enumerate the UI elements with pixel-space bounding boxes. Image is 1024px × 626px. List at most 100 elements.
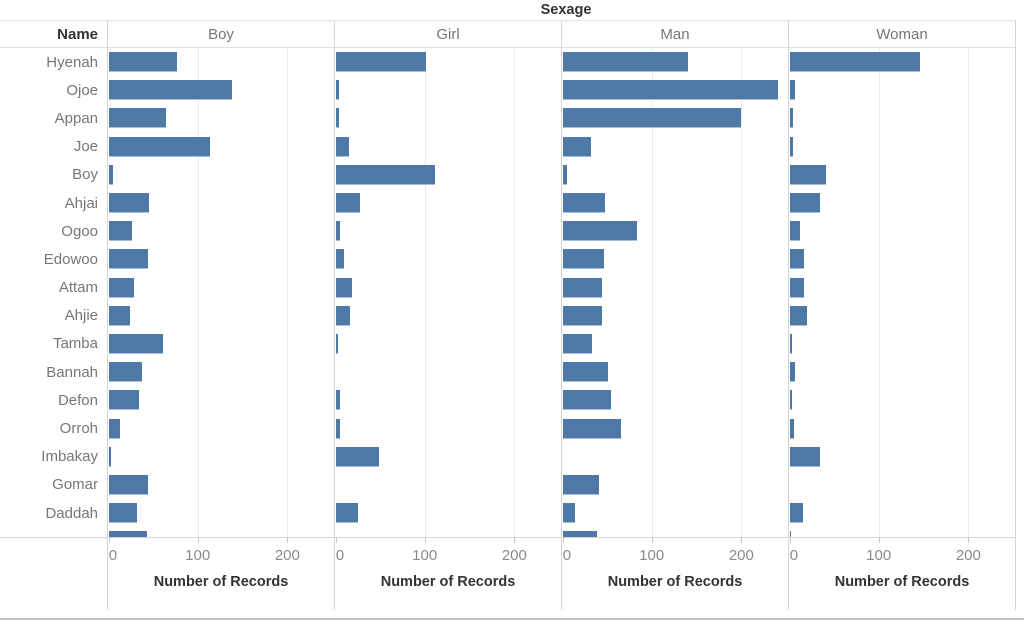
bar[interactable]	[790, 446, 820, 467]
row-label[interactable]: Tamba	[52, 335, 98, 353]
bar-row	[108, 358, 334, 386]
bar[interactable]	[336, 52, 426, 73]
bar[interactable]	[790, 193, 820, 214]
bar[interactable]	[790, 136, 793, 157]
name-column-header[interactable]: Name	[0, 21, 107, 48]
bar[interactable]	[563, 52, 688, 73]
row-label[interactable]: Appan	[54, 109, 98, 127]
bar[interactable]	[109, 52, 178, 73]
bar-row	[108, 274, 334, 302]
panel-man-header[interactable]: Man	[562, 21, 788, 48]
bar-row	[108, 414, 334, 442]
bar[interactable]	[563, 333, 592, 354]
bar[interactable]	[563, 80, 779, 101]
bar[interactable]	[790, 249, 805, 270]
panel-girl-header[interactable]: Girl	[335, 21, 561, 48]
row-label[interactable]: Ahjai	[64, 194, 98, 212]
bar[interactable]	[109, 474, 149, 495]
row-label[interactable]: Joe	[73, 138, 98, 156]
bar[interactable]	[336, 221, 341, 242]
row-label[interactable]: Defon	[57, 391, 98, 409]
bar[interactable]	[563, 221, 637, 242]
bar[interactable]	[563, 503, 575, 524]
bar[interactable]	[336, 136, 349, 157]
bar[interactable]	[336, 277, 353, 298]
bar[interactable]	[563, 249, 605, 270]
row-label[interactable]: Attam	[58, 279, 98, 297]
row-label[interactable]: Gomar	[52, 476, 98, 494]
row-label[interactable]: Edowoo	[43, 250, 98, 268]
bar[interactable]	[790, 221, 800, 242]
bar[interactable]	[790, 305, 808, 326]
panel-woman-axis: Number of Records 0 100 200	[789, 538, 1015, 610]
bar[interactable]	[109, 305, 130, 326]
row-label[interactable]: Orroh	[59, 420, 98, 438]
row-label[interactable]: Boy	[72, 166, 98, 184]
bar[interactable]	[790, 80, 796, 101]
bar[interactable]	[109, 249, 148, 270]
bar[interactable]	[790, 503, 803, 524]
bar[interactable]	[109, 164, 114, 185]
bar[interactable]	[109, 362, 143, 383]
tick-mark	[514, 538, 516, 543]
bar[interactable]	[790, 277, 805, 298]
bar[interactable]	[563, 305, 602, 326]
bar[interactable]	[109, 136, 211, 157]
bar[interactable]	[109, 80, 232, 101]
bar[interactable]	[790, 531, 791, 537]
panel-boy-header[interactable]: Boy	[108, 21, 334, 48]
bar[interactable]	[109, 390, 139, 411]
bar[interactable]	[336, 249, 345, 270]
axis-title: Number of Records	[380, 574, 516, 590]
row-label[interactable]: Daddah	[45, 504, 98, 522]
row-label[interactable]: Ogoo	[61, 222, 98, 240]
bar[interactable]	[563, 108, 741, 129]
bar[interactable]	[563, 164, 567, 185]
bar[interactable]	[336, 418, 341, 439]
bar[interactable]	[563, 531, 598, 537]
bar[interactable]	[336, 503, 359, 524]
tick-label: 100	[412, 547, 438, 564]
bar[interactable]	[790, 333, 792, 354]
bar[interactable]	[336, 333, 338, 354]
bar[interactable]	[336, 305, 351, 326]
row-label[interactable]: Ahjie	[64, 307, 98, 325]
bar[interactable]	[336, 446, 380, 467]
bar[interactable]	[336, 390, 340, 411]
bar[interactable]	[109, 531, 147, 537]
bar[interactable]	[109, 503, 137, 524]
bar[interactable]	[109, 333, 163, 354]
row-label[interactable]: Imbakay	[41, 448, 98, 466]
bar[interactable]	[563, 390, 611, 411]
bar[interactable]	[790, 362, 796, 383]
row-label[interactable]: Bannah	[46, 363, 98, 381]
row-label[interactable]: Hyenah	[46, 53, 98, 71]
panel-woman-header[interactable]: Woman	[789, 21, 1015, 48]
bar[interactable]	[790, 108, 793, 129]
bar[interactable]	[109, 221, 133, 242]
bar[interactable]	[336, 80, 339, 101]
row-label[interactable]	[0, 527, 107, 537]
bar[interactable]	[109, 277, 135, 298]
bar[interactable]	[109, 418, 120, 439]
bar[interactable]	[790, 418, 794, 439]
bar[interactable]	[563, 136, 591, 157]
bar[interactable]	[336, 108, 339, 129]
bar[interactable]	[563, 193, 606, 214]
bar[interactable]	[563, 277, 603, 298]
bar[interactable]	[109, 108, 166, 129]
bar[interactable]	[336, 193, 361, 214]
bar[interactable]	[336, 164, 435, 185]
bar[interactable]	[109, 193, 150, 214]
row-label[interactable]: Ojoe	[66, 81, 98, 99]
bar[interactable]	[790, 52, 921, 73]
bar[interactable]	[790, 164, 826, 185]
bar[interactable]	[563, 362, 608, 383]
bar-row	[789, 133, 1015, 161]
bar[interactable]	[563, 418, 622, 439]
bar[interactable]	[109, 446, 111, 467]
bar[interactable]	[563, 474, 599, 495]
bar[interactable]	[790, 390, 792, 411]
gridline	[197, 48, 199, 537]
